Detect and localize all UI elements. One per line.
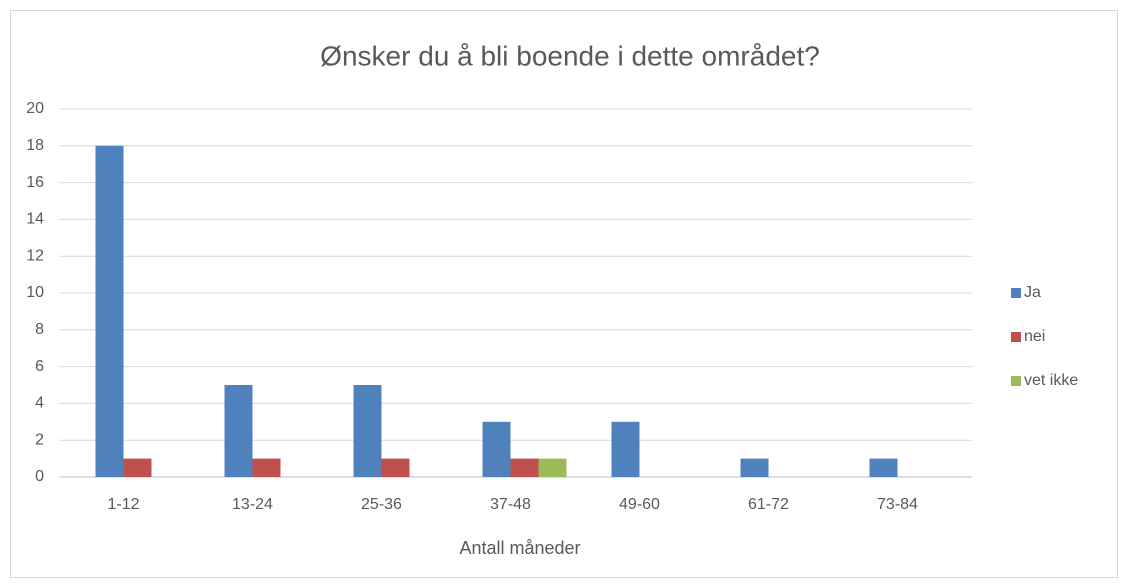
x-tick-label: 13-24 [232,496,273,513]
y-tick-label: 12 [26,247,44,264]
bar [123,458,152,477]
x-tick-label: 73-84 [877,496,918,513]
y-tick-label: 18 [26,137,44,154]
x-tick-label: 1-12 [107,496,139,513]
y-tick-label: 8 [35,321,44,338]
y-tick-label: 16 [26,174,44,191]
y-tick-label: 10 [26,284,44,301]
x-tick-label: 49-60 [619,496,660,513]
y-tick-label: 20 [26,100,44,117]
legend-swatch [1011,288,1021,298]
x-tick-label: 37-48 [490,496,531,513]
y-tick-label: 14 [26,211,44,228]
bar [538,458,567,477]
bar [224,385,253,477]
y-tick-label: 0 [35,468,44,485]
bar [353,385,382,477]
legend-swatch [1011,376,1021,386]
bar [510,458,539,477]
bar [482,421,511,477]
x-tick-label: 25-36 [361,496,402,513]
legend-swatch [1011,332,1021,342]
x-axis-label: Antall måneder [459,538,580,558]
chart-title: Ønsker du å bli boende i dette området? [320,40,820,71]
x-tick-label: 61-72 [748,496,789,513]
legend-label: vet ikke [1024,372,1078,389]
y-tick-label: 2 [35,431,44,448]
y-tick-label: 6 [35,358,44,375]
legend-label: nei [1024,328,1045,345]
bar [252,458,281,477]
bar [381,458,410,477]
bar [95,145,124,478]
legend-label: Ja [1024,284,1041,301]
y-tick-label: 4 [35,395,44,412]
bar [869,458,898,477]
bar [740,458,769,477]
bar [611,421,640,477]
chart-frame [10,10,1118,578]
